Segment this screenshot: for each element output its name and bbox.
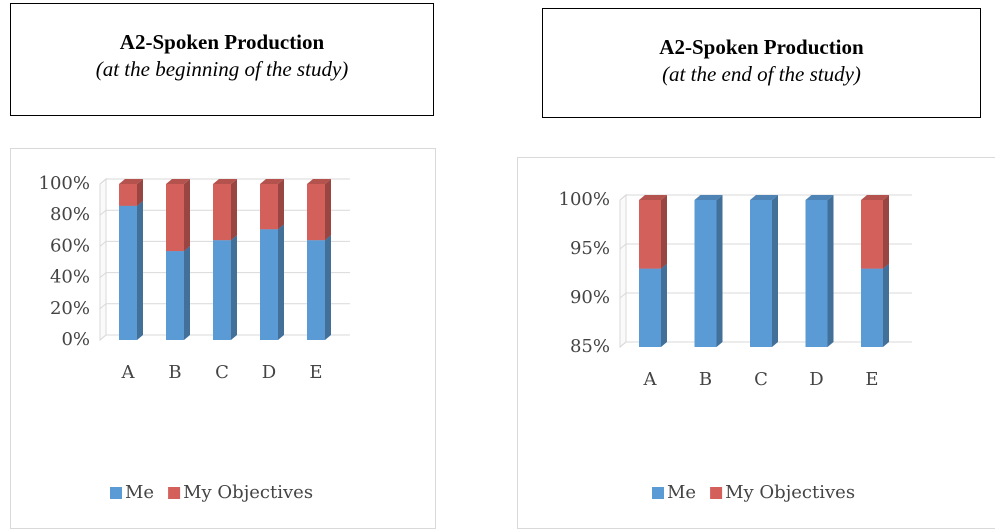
legend-label: Me <box>667 482 696 503</box>
legend-swatch <box>110 487 122 499</box>
chart-subtitle: (at the end of the study) <box>662 62 861 86</box>
bar-side <box>716 195 723 347</box>
bar-side <box>827 195 834 347</box>
bar <box>166 251 184 340</box>
bar <box>805 200 828 347</box>
bar-side <box>325 235 331 340</box>
bar-top <box>307 179 331 184</box>
legend-label: Me <box>125 482 154 503</box>
bar-top <box>805 195 834 200</box>
bar <box>694 200 717 347</box>
bar-side <box>278 179 284 230</box>
y-tick-label: 80% <box>50 204 90 225</box>
legend-swatch <box>168 487 181 499</box>
bar-side <box>325 179 331 241</box>
bar-side <box>772 195 778 347</box>
x-tick-label: E <box>865 369 878 390</box>
bar-side <box>883 263 889 347</box>
bar-top <box>861 195 889 200</box>
x-tick-label: D <box>262 362 276 383</box>
bar <box>861 200 883 269</box>
bar-side <box>184 246 190 340</box>
bar <box>639 200 661 269</box>
bar-side <box>184 179 190 252</box>
bar <box>260 229 278 340</box>
chart-frame <box>517 157 995 529</box>
bar-side <box>231 235 237 340</box>
y-tick-label: 85% <box>570 336 610 357</box>
bar-top <box>119 179 143 184</box>
bar <box>861 268 883 347</box>
bar <box>260 184 278 230</box>
bar <box>119 205 137 340</box>
bar-side <box>137 179 143 206</box>
x-tick-label: A <box>643 369 658 390</box>
bar-top <box>213 179 237 184</box>
title-box: A2-Spoken Production (at the beginning o… <box>10 3 434 116</box>
bar-side <box>137 200 143 340</box>
bar-side <box>278 224 284 340</box>
title-box: A2-Spoken Production (at the end of the … <box>542 8 981 118</box>
x-tick-label: C <box>754 369 768 390</box>
bar <box>750 200 772 347</box>
chart-title: A2-Spoken Production <box>659 35 864 59</box>
bar-top <box>639 195 667 200</box>
bar <box>213 184 231 241</box>
y-tick-label: 100% <box>559 189 610 210</box>
x-tick-label: E <box>309 362 322 383</box>
y-tick-label: 20% <box>50 298 90 319</box>
y-tick-label: 95% <box>570 238 610 259</box>
y-tick-label: 40% <box>50 267 90 288</box>
y-tick-label: 90% <box>570 287 610 308</box>
legend-swatch <box>652 487 664 499</box>
bar-side <box>661 263 667 347</box>
bar-top <box>166 179 190 184</box>
y-tick-label: 60% <box>50 235 90 256</box>
bar <box>307 184 325 241</box>
bar <box>639 268 661 347</box>
wall <box>99 177 107 342</box>
bar <box>119 184 137 206</box>
bar <box>166 184 184 252</box>
chart-subtitle: (at the beginning of the study) <box>95 57 349 81</box>
bar-top <box>694 195 723 200</box>
wall <box>619 193 627 349</box>
legend-label: My Objectives <box>183 482 313 503</box>
legend-label: My Objectives <box>725 482 855 503</box>
y-tick-label: 100% <box>39 173 90 194</box>
bar-top <box>260 179 284 184</box>
legend-swatch <box>710 487 723 499</box>
bar-side <box>883 195 889 269</box>
bar <box>213 240 231 340</box>
bar-top <box>750 195 778 200</box>
x-tick-label: B <box>699 369 712 390</box>
bar <box>307 240 325 340</box>
bar-side <box>661 195 667 269</box>
bar-side <box>231 179 237 241</box>
chart-frame <box>10 148 436 529</box>
x-tick-label: B <box>168 362 181 383</box>
chart-title: A2-Spoken Production <box>119 30 325 54</box>
y-tick-label: 0% <box>61 329 90 350</box>
x-tick-label: A <box>121 362 136 383</box>
x-tick-label: D <box>809 369 823 390</box>
x-tick-label: C <box>215 362 229 383</box>
